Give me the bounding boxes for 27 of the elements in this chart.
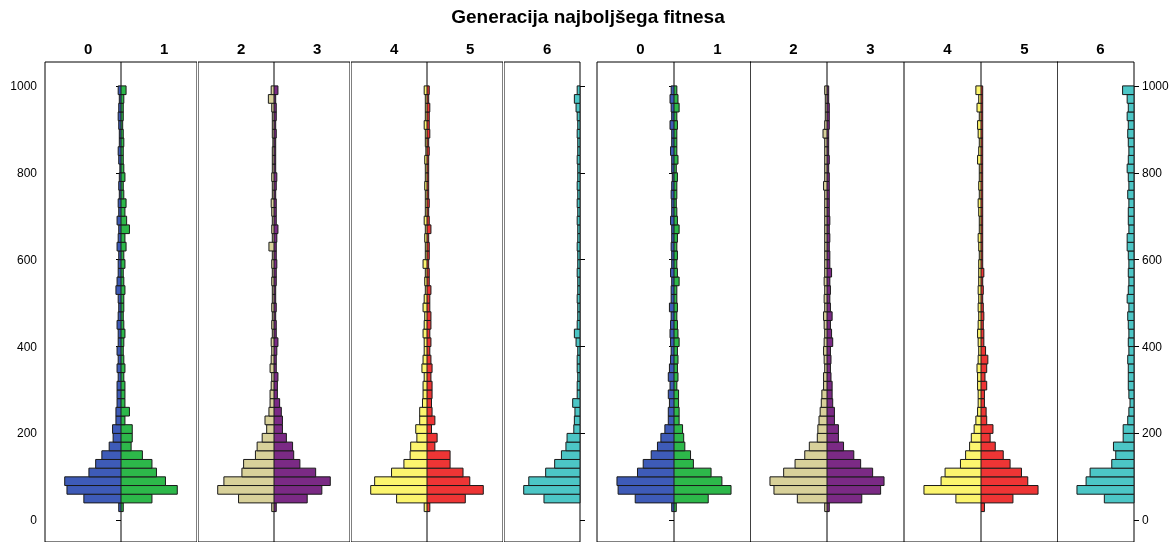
y-tick-label: 400 <box>16 339 38 354</box>
chart-title: 0 <box>636 40 645 57</box>
y-tick-label: 800 <box>16 165 38 180</box>
y-tick-label: 0 <box>1142 513 1150 528</box>
chart-title: 2 <box>789 40 798 57</box>
chart-title: 3 <box>866 40 875 57</box>
chart-title: 5 <box>1019 40 1029 57</box>
chart-title: 3 <box>313 40 322 57</box>
chart-title: 1 <box>160 40 169 57</box>
y-tick-label: 600 <box>1142 252 1163 267</box>
y-tick-label: 0 <box>30 513 38 528</box>
y-tick-label: 800 <box>1142 165 1163 180</box>
chart-title: 1 <box>712 40 722 57</box>
y-tick-label: 600 <box>16 252 38 267</box>
y-tick-label: 200 <box>16 426 38 441</box>
chart-title: 0 <box>84 40 93 57</box>
chart-title: 2 <box>236 40 246 57</box>
chart-title: 6 <box>1096 40 1105 57</box>
chart-title: 4 <box>943 40 953 57</box>
chart-title: 4 <box>389 40 399 57</box>
chart-title: 6 <box>542 40 551 57</box>
y-tick-label: 400 <box>1142 339 1163 354</box>
y-tick-label: 1000 <box>10 78 38 93</box>
y-tick-label: 200 <box>1142 426 1163 441</box>
text: Generacija najboljšega fitnesa <box>450 6 726 28</box>
chart-title: 5 <box>466 40 475 57</box>
y-tick-label: 1000 <box>1142 78 1170 93</box>
